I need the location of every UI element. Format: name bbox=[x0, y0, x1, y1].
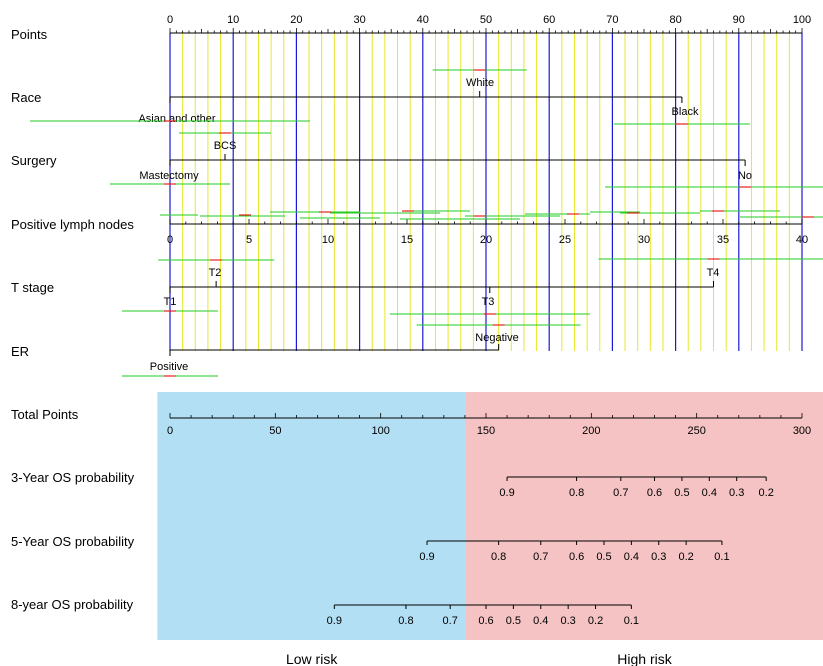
outcome-tick-label: 0.6 bbox=[569, 551, 584, 563]
points-tick-label: 70 bbox=[606, 14, 618, 26]
risk-backgrounds: Low risk High risk bbox=[157, 392, 823, 666]
var-nodes-label: Positive lymph nodes bbox=[11, 217, 134, 232]
outcome-tick-label: 0.8 bbox=[491, 551, 506, 563]
nodes-tick-label: 25 bbox=[559, 234, 571, 246]
nodes-tick-label: 40 bbox=[796, 234, 808, 246]
var-nodes: Positive lymph nodes 0 5 10 15 20 25 30 35 40 bbox=[11, 210, 823, 246]
var-surgery: Surgery Mastectomy BCS No bbox=[11, 132, 823, 188]
points-axis: Points 0 10 20 30 40 50 60 70 80 90 100 bbox=[11, 14, 811, 42]
level-label: Black bbox=[672, 106, 699, 118]
outcome-tick-label: 0.8 bbox=[569, 487, 584, 499]
risk-label-0: Low risk bbox=[286, 651, 338, 666]
outcome-tick-label: 0.9 bbox=[419, 551, 434, 563]
nodes-tick-label: 5 bbox=[246, 234, 252, 246]
points-tick-label: 20 bbox=[290, 14, 302, 26]
outcome-tick-label: 0.5 bbox=[596, 551, 611, 563]
level-label: No bbox=[738, 170, 752, 182]
grid-lines bbox=[169, 33, 803, 351]
outcome-tick-label: 0.5 bbox=[506, 615, 521, 627]
outcome-tick-label: 0.1 bbox=[624, 615, 639, 627]
total-points-label: Total Points bbox=[11, 407, 79, 422]
outcome-label: 5-Year OS probability bbox=[11, 534, 135, 549]
outcome-tick-label: 0.6 bbox=[647, 487, 662, 499]
var-tstage-label: T stage bbox=[11, 280, 54, 295]
level-label: T3 bbox=[482, 296, 495, 308]
total-tick-label: 300 bbox=[793, 425, 811, 437]
level-label: Positive bbox=[150, 361, 189, 373]
var-er: ER Positive Negative bbox=[11, 324, 581, 377]
outcome-tick-label: 0.3 bbox=[561, 615, 576, 627]
level-label: BCS bbox=[214, 140, 237, 152]
var-surgery-label: Surgery bbox=[11, 153, 57, 168]
level-label: White bbox=[466, 77, 494, 89]
outcome-tick-label: 0.6 bbox=[478, 615, 493, 627]
nodes-tick-label: 35 bbox=[717, 234, 729, 246]
outcome-label: 8-year OS probability bbox=[11, 597, 134, 612]
outcome-tick-label: 0.2 bbox=[678, 551, 693, 563]
outcome-tick-label: 0.3 bbox=[651, 551, 666, 563]
var-race-label: Race bbox=[11, 90, 41, 105]
points-tick-label: 100 bbox=[793, 14, 811, 26]
points-tick-label: 30 bbox=[353, 14, 365, 26]
level-label: Negative bbox=[475, 332, 518, 344]
outcome-tick-label: 0.3 bbox=[729, 487, 744, 499]
var-er-label: ER bbox=[11, 344, 29, 359]
outcome-tick-label: 0.4 bbox=[624, 551, 639, 563]
var-race: Race Asian and other White Black bbox=[11, 69, 750, 125]
outcome-2: 8-year OS probability 0.9 0.8 0.7 0.6 0.5 0.4 0… bbox=[11, 597, 639, 627]
outcome-tick-label: 0.7 bbox=[613, 487, 628, 499]
outcome-0: 3-Year OS probability 0.9 0.8 0.7 0.6 0.5 0.4 0… bbox=[11, 470, 774, 499]
total-tick-label: 50 bbox=[269, 425, 281, 437]
level-label: T2 bbox=[209, 267, 222, 279]
total-tick-label: 100 bbox=[371, 425, 389, 437]
points-label: Points bbox=[11, 27, 48, 42]
outcome-tick-label: 0.1 bbox=[714, 551, 729, 563]
points-tick-label: 80 bbox=[669, 14, 681, 26]
risk-region-1 bbox=[465, 392, 823, 640]
total-tick-label: 250 bbox=[687, 425, 705, 437]
outcome-tick-label: 0.2 bbox=[588, 615, 603, 627]
level-label: Mastectomy bbox=[139, 170, 199, 182]
points-tick-label: 90 bbox=[733, 14, 745, 26]
outcome-tick-label: 0.8 bbox=[398, 615, 413, 627]
level-label: T4 bbox=[707, 267, 720, 279]
outcome-tick-label: 0.9 bbox=[499, 487, 514, 499]
nodes-tick-label: 15 bbox=[401, 234, 413, 246]
points-tick-label: 10 bbox=[227, 14, 239, 26]
risk-region-0 bbox=[157, 392, 466, 640]
points-tick-label: 50 bbox=[480, 14, 492, 26]
total-tick-label: 0 bbox=[167, 425, 173, 437]
outcome-tick-label: 0.5 bbox=[674, 487, 689, 499]
outcome-tick-label: 0.7 bbox=[443, 615, 458, 627]
nodes-tick-label: 0 bbox=[167, 234, 173, 246]
total-points-axis: Total Points 0 50 100 150 200 250 300 bbox=[11, 407, 811, 437]
total-tick-label: 150 bbox=[477, 425, 495, 437]
total-tick-label: 200 bbox=[582, 425, 600, 437]
points-tick-label: 60 bbox=[543, 14, 555, 26]
outcome-tick-label: 0.4 bbox=[533, 615, 548, 627]
nodes-tick-label: 30 bbox=[638, 234, 650, 246]
outcome-tick-label: 0.9 bbox=[327, 615, 342, 627]
nodes-tick-label: 10 bbox=[322, 234, 334, 246]
outcome-1: 5-Year OS probability 0.9 0.8 0.7 0.6 0.5 0.4 0… bbox=[11, 534, 730, 563]
outcome-tick-label: 0.2 bbox=[759, 487, 774, 499]
level-label: T1 bbox=[164, 296, 177, 308]
var-tstage: T stage T1 T2 T3 T4 bbox=[11, 258, 823, 315]
risk-label-1: High risk bbox=[617, 651, 672, 666]
outcome-tick-label: 0.4 bbox=[702, 487, 717, 499]
nodes-tick-label: 20 bbox=[480, 234, 492, 246]
level-label: Asian and other bbox=[138, 113, 215, 125]
points-tick-label: 40 bbox=[417, 14, 429, 26]
outcome-tick-label: 0.7 bbox=[533, 551, 548, 563]
outcome-label: 3-Year OS probability bbox=[11, 470, 135, 485]
points-tick-label: 0 bbox=[167, 14, 173, 26]
